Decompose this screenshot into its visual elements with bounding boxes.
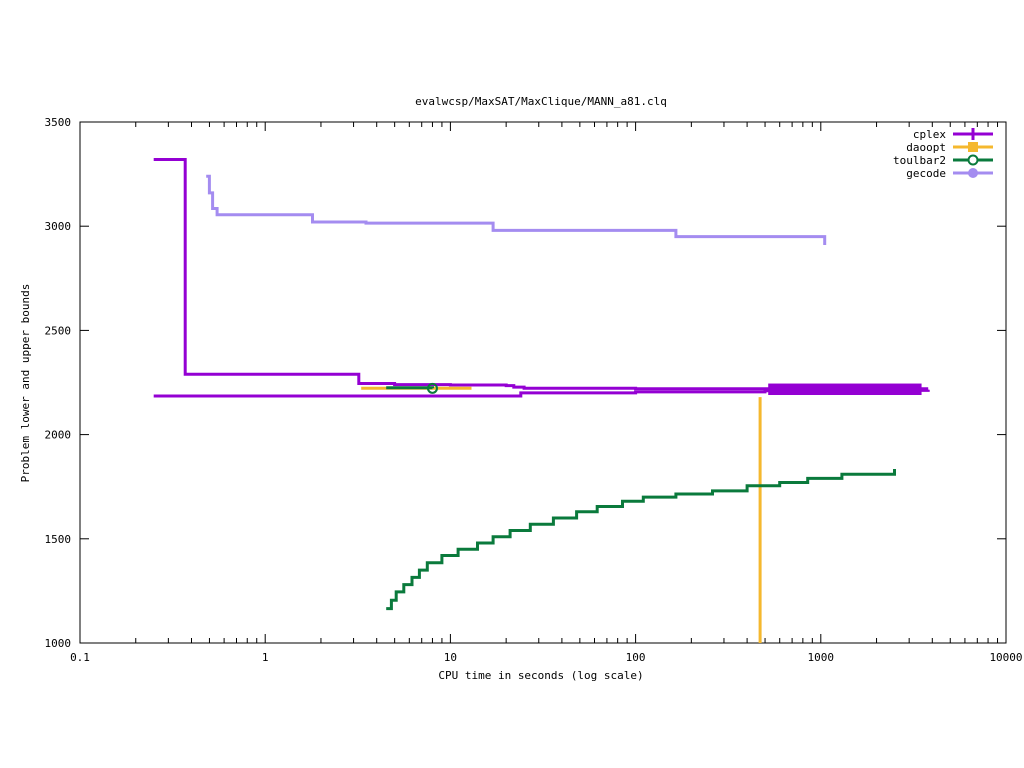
series-layer [153,158,930,643]
legend-label-gecode: gecode [906,167,946,180]
x-tick-label: 1 [262,651,269,664]
legend-marker-gecode [968,168,978,178]
series-toulbar2 [386,469,896,611]
legend-label-cplex: cplex [913,128,946,141]
x-axis-label: CPU time in seconds (log scale) [438,669,643,682]
y-tick-label: 3500 [45,116,72,129]
legend-marker-toulbar2 [967,154,979,166]
y-tick-label: 2500 [45,324,72,337]
series-toulbar2-marker [426,382,438,394]
legend-marker-daoopt [968,142,978,152]
plot-frame [79,121,1007,644]
y-tick-label: 3000 [45,220,72,233]
x-tick-label: 100 [626,651,646,664]
series-toulbar2 [386,386,434,390]
legend-label-daoopt: daoopt [906,141,946,154]
y-tick-label: 1000 [45,637,72,650]
series-cplex-band [768,383,922,396]
series-cplex [153,158,929,391]
x-tick-label: 0.1 [70,651,90,664]
y-tick-label: 2000 [45,429,72,442]
chart-title: evalwcsp/MaxSAT/MaxClique/MANN_a81.clq [415,95,667,108]
x-tick-label: 1000 [808,651,835,664]
legend-label-toulbar2: toulbar2 [893,154,946,167]
x-axis: 0.1 1 10 100 1000 10000 [70,122,1023,664]
x-tick-label: 10 [444,651,457,664]
y-axis-label: Problem lower and upper bounds [19,284,32,483]
x-tick-label: 10000 [989,651,1022,664]
y-tick-label: 1500 [45,533,72,546]
y-axis: 1000 1500 2000 2500 3000 3500 [45,116,1006,650]
series-gecode [206,174,827,245]
